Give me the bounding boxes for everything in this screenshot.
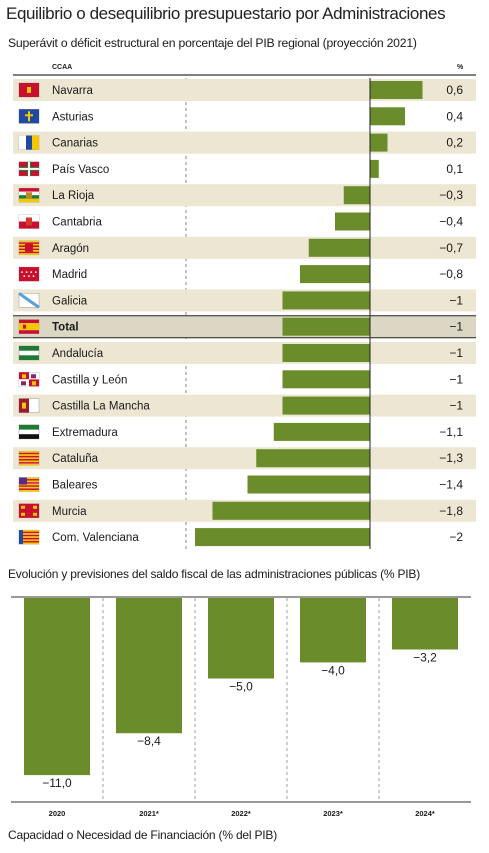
bar	[282, 317, 370, 336]
value-label: 0,2	[446, 136, 463, 150]
row-band	[13, 131, 476, 154]
tick-label: 2024*	[415, 809, 435, 818]
andalucia-flag-icon	[18, 345, 40, 361]
canarias-flag-icon	[18, 135, 40, 150]
category-label: Murcia	[52, 506, 87, 518]
value-label: −0,8	[439, 267, 463, 281]
bar	[282, 396, 370, 415]
category-label: La Rioja	[52, 190, 95, 202]
castilla-la-mancha-flag-icon	[18, 398, 40, 413]
bar	[308, 238, 370, 257]
aragon-flag-icon	[18, 240, 40, 256]
bar	[370, 159, 379, 178]
bar	[343, 186, 370, 205]
category-label: Canarias	[52, 138, 98, 150]
la-rioja-flag-icon	[18, 187, 40, 203]
value-label: 0,4	[446, 109, 463, 123]
category-label: Com. Valenciana	[52, 532, 139, 544]
value-label: −1	[449, 320, 463, 334]
bar	[116, 598, 182, 734]
bar	[282, 291, 370, 310]
baleares-flag-icon	[18, 477, 40, 492]
ccaa-column-header: CCAA	[52, 64, 73, 71]
value-label: 0,6	[446, 83, 463, 97]
category-label: Castilla y León	[52, 374, 127, 386]
navarra-flag-icon	[18, 82, 40, 98]
bar	[247, 475, 370, 494]
tick-label: 2023*	[323, 809, 343, 818]
category-label: Navarra	[52, 85, 94, 97]
value-label: −1,8	[439, 504, 463, 518]
fiscal-balance-chart-subtitle: Evolución y previsiones del saldo fiscal…	[8, 567, 421, 581]
row-band	[13, 79, 476, 101]
value-label: −11,0	[42, 776, 72, 790]
pais-vasco-flag-icon	[18, 161, 40, 177]
bar	[24, 598, 90, 776]
bar	[370, 107, 405, 126]
value-label: −0,7	[439, 241, 463, 255]
category-label: Castilla La Mancha	[52, 401, 150, 413]
value-label: −1	[449, 293, 463, 307]
category-label: Galicia	[52, 295, 88, 307]
value-label: −1,4	[439, 478, 463, 492]
regional-deficit-chart: Navarra 0,6 Asturias 0,4 Canarias 0,2 País Vas…	[13, 74, 476, 549]
bar	[208, 598, 274, 679]
value-label: −5,0	[229, 680, 253, 694]
category-label: Cataluña	[52, 453, 99, 465]
tick-label: 2022*	[231, 809, 251, 818]
cantabria-flag-icon	[18, 214, 40, 229]
chart-title: Equilibrio o desequilibrio presupuestari…	[6, 4, 446, 23]
bar	[300, 265, 370, 284]
bar	[282, 370, 370, 389]
value-label: −1	[449, 346, 463, 360]
category-label: Extremadura	[52, 427, 118, 439]
financing-capacity-caption: Capacidad o Necesidad de Financiación (%…	[8, 828, 278, 842]
bar	[335, 212, 370, 231]
bar	[273, 422, 370, 441]
value-label: −1	[449, 399, 463, 413]
regional-chart-subtitle: Superávit o déficit estructural en porce…	[8, 36, 417, 50]
percent-column-header: %	[457, 64, 464, 71]
bar	[195, 528, 370, 547]
cataluna-flag-icon	[18, 450, 40, 466]
murcia-flag-icon	[18, 503, 40, 519]
bar	[256, 449, 370, 468]
category-label: Aragón	[52, 243, 89, 255]
value-label: −2	[449, 530, 463, 544]
bar	[370, 81, 423, 99]
tick-label: 2020	[49, 809, 66, 818]
extremadura-flag-icon	[18, 424, 40, 440]
category-label: Baleares	[52, 480, 98, 492]
category-label: Cantabria	[52, 217, 102, 229]
com-valenciana-flag-icon	[18, 529, 40, 545]
value-label: −1,3	[439, 451, 463, 465]
category-label: Madrid	[52, 269, 87, 281]
castilla-y-leon-flag-icon	[18, 372, 40, 387]
value-label: −0,3	[439, 188, 463, 202]
bar	[282, 344, 370, 362]
value-label: −8,4	[137, 734, 161, 748]
value-label: 0,1	[446, 162, 463, 176]
category-label: Andalucía	[52, 348, 104, 360]
bar	[300, 598, 366, 663]
galicia-flag-icon	[18, 292, 40, 309]
category-label: Total	[52, 322, 79, 334]
tick-label: 2021*	[139, 809, 159, 818]
bar	[370, 133, 388, 152]
madrid-flag-icon	[18, 266, 40, 282]
value-label: −1,1	[439, 425, 463, 439]
value-label: −4,0	[321, 663, 345, 677]
asturias-flag-icon	[18, 109, 40, 124]
spain-flag-icon	[18, 319, 40, 334]
value-label: −3,2	[413, 651, 437, 665]
value-label: −1	[449, 372, 463, 386]
category-label: País Vasco	[52, 164, 109, 176]
category-label: Asturias	[52, 111, 94, 123]
bar	[392, 598, 458, 650]
bar	[212, 501, 370, 520]
value-label: −0,4	[439, 215, 463, 229]
